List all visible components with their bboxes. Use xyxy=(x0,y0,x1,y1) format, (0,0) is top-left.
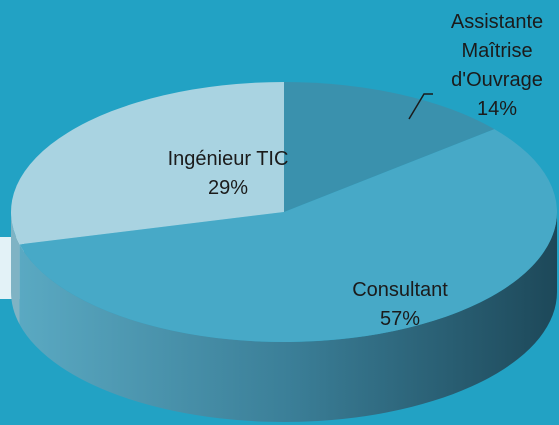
leader-line xyxy=(408,93,433,120)
slice xyxy=(19,129,558,342)
percent-label: 14% xyxy=(476,98,518,120)
percent-label: 29% xyxy=(207,177,249,199)
slice-label: Assistante Maîtrise d'Ouvrage 14% xyxy=(427,8,559,124)
category-name: Consultant xyxy=(352,279,448,301)
slice-side xyxy=(19,212,558,422)
percent-label: 57% xyxy=(379,308,421,330)
pie-sides xyxy=(11,212,558,422)
slice-label: Consultant 57% xyxy=(320,276,480,334)
slice-label: Ingénieur TIC 29% xyxy=(158,145,298,203)
category-name: Assistante Maîtrise d'Ouvrage xyxy=(450,11,544,91)
slice-side xyxy=(11,212,20,325)
slice xyxy=(284,82,495,212)
slice xyxy=(10,82,284,245)
pie-tops xyxy=(10,82,558,342)
category-name: Ingénieur TIC xyxy=(167,148,289,170)
